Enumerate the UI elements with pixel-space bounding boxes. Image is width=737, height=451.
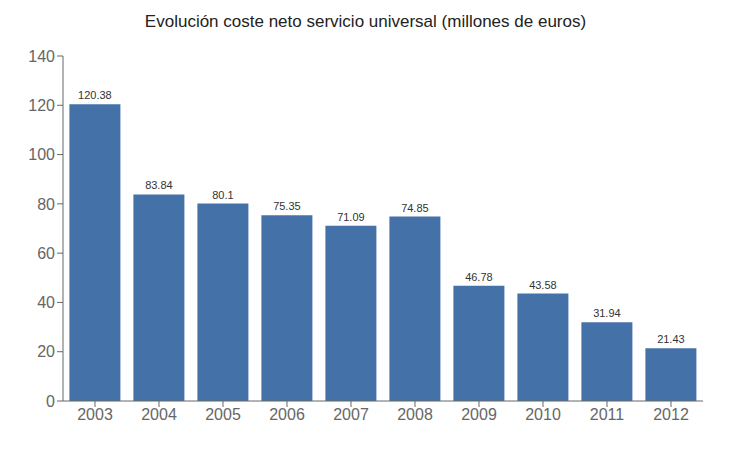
- svg-text:120: 120: [28, 97, 55, 114]
- html-text:Evolución coste neto servicio: Evolución coste neto servicio universal …: [144, 12, 587, 31]
- svg-text:40: 40: [37, 294, 55, 311]
- svg-text:2003: 2003: [77, 406, 113, 423]
- svg-text:2009: 2009: [461, 406, 497, 423]
- svg-text:31.94: 31.94: [593, 307, 621, 319]
- svg-text:21.43: 21.43: [657, 333, 685, 345]
- svg-text:2007: 2007: [333, 406, 369, 423]
- svg-text:120.38: 120.38: [78, 89, 112, 101]
- svg-text:2012: 2012: [653, 406, 689, 423]
- svg-text:74.85: 74.85: [401, 202, 429, 214]
- svg-text:20: 20: [37, 343, 55, 360]
- svg-text:2005: 2005: [205, 406, 241, 423]
- svg-text:2011: 2011: [590, 406, 625, 423]
- svg-text:75.35: 75.35: [273, 200, 301, 212]
- svg-text:0: 0: [46, 393, 55, 410]
- svg-text:100: 100: [28, 146, 55, 163]
- svg-text:2006: 2006: [269, 406, 305, 423]
- svg-text:43.58: 43.58: [529, 279, 557, 291]
- svg-text:71.09: 71.09: [337, 211, 365, 223]
- svg-text:60: 60: [37, 245, 55, 262]
- svg-text:83.84: 83.84: [145, 179, 173, 191]
- svg-text:80.1: 80.1: [212, 189, 233, 201]
- svg-text:2008: 2008: [397, 406, 433, 423]
- svg-text:2004: 2004: [141, 406, 177, 423]
- svg-text:140: 140: [28, 48, 55, 65]
- svg-text:46.78: 46.78: [465, 271, 493, 283]
- svg-text:2010: 2010: [525, 406, 561, 423]
- svg-text:80: 80: [37, 196, 55, 213]
